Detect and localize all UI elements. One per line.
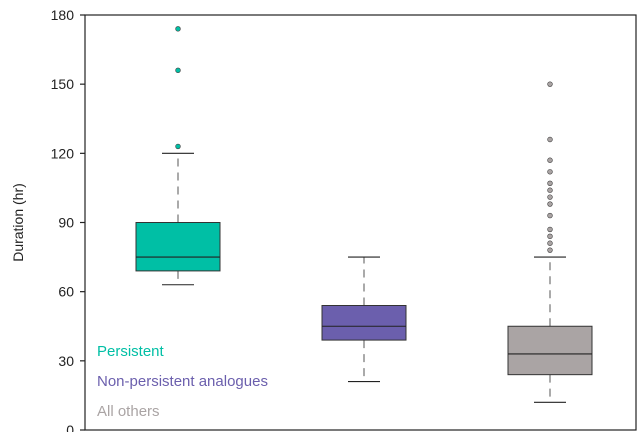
- y-tick-label: 150: [51, 76, 75, 92]
- legend: Persistent Non-persistent analogues All ot…: [97, 343, 268, 420]
- y-axis: 0 30 60 90 120 150 180: [51, 7, 85, 432]
- legend-entry: All others: [97, 403, 160, 420]
- box-persistent: [135, 26, 221, 286]
- outlier-point: [547, 194, 553, 200]
- outlier-point: [547, 212, 553, 219]
- plot-frame: [84, 14, 637, 431]
- box-non-persistent-analogues: [321, 256, 407, 383]
- outlier-point: [547, 169, 553, 175]
- y-tick-label: 0: [66, 422, 74, 432]
- y-tick-label: 120: [51, 145, 75, 161]
- outlier-point: [175, 26, 181, 32]
- outlier-point: [547, 157, 553, 163]
- y-tick-label: 90: [58, 215, 74, 231]
- iqr-box: [321, 305, 407, 341]
- outlier-point: [547, 201, 553, 207]
- y-tick-label: 180: [51, 7, 75, 23]
- outlier-point: [547, 233, 553, 240]
- outlier-point: [175, 67, 181, 74]
- box-all-others: [507, 81, 593, 403]
- outlier-point: [547, 136, 553, 143]
- y-tick-label: 60: [58, 284, 74, 300]
- outlier-point: [547, 81, 553, 87]
- box-group: [135, 26, 593, 403]
- legend-entry: Persistent: [97, 343, 165, 360]
- outlier-point: [547, 226, 553, 233]
- legend-entry: Non-persistent analogues: [97, 373, 268, 390]
- outlier-point: [175, 143, 181, 150]
- y-tick-label: 30: [58, 353, 74, 369]
- iqr-box: [507, 325, 593, 376]
- y-axis-label: Duration (hr): [10, 183, 26, 262]
- outlier-point: [547, 187, 553, 193]
- outlier-point: [547, 180, 553, 187]
- iqr-box: [135, 222, 221, 272]
- outlier-point: [547, 247, 553, 253]
- outlier-point: [547, 240, 553, 246]
